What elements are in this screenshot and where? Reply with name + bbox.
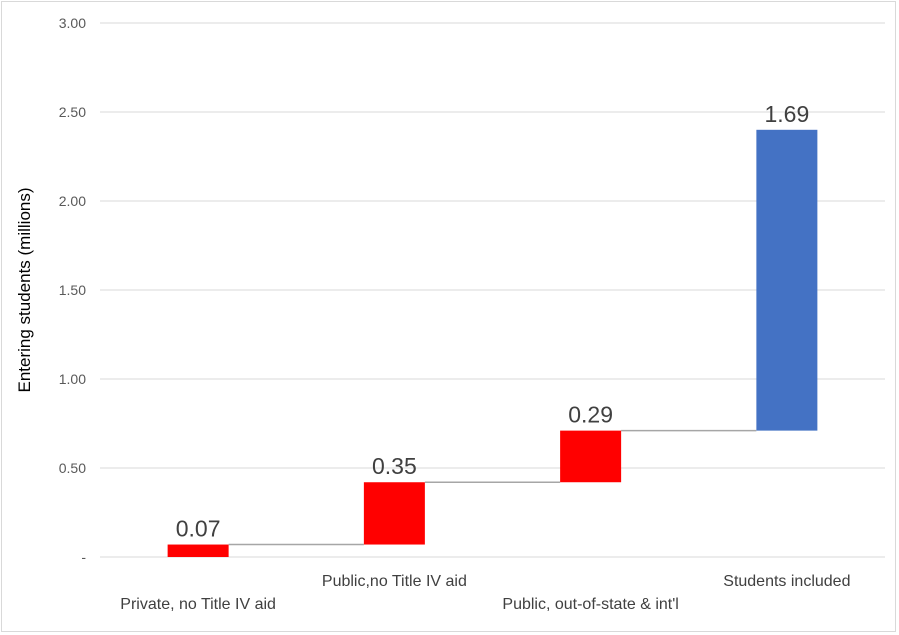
y-tick-label: -: [81, 549, 86, 565]
bar: [756, 129, 818, 431]
bar: [167, 544, 229, 557]
bar: [363, 482, 425, 545]
y-axis-ticks: - 0.50 1.00 1.50 2.00 2.50 3.00: [59, 15, 87, 565]
y-tick-label: 3.00: [59, 15, 86, 31]
y-tick-label: 1.00: [59, 371, 86, 387]
y-tick-label: 2.00: [59, 193, 86, 209]
data-label: 0.29: [568, 402, 613, 428]
data-label: 0.07: [176, 516, 221, 542]
bars: [167, 129, 818, 557]
category-label: Private, no Title IV aid: [120, 596, 276, 613]
y-tick-label: 1.50: [59, 282, 86, 298]
category-label: Public, out-of-state & int'l: [502, 596, 678, 613]
category-label: Public,no Title IV aid: [322, 573, 467, 590]
data-label: 1.69: [764, 101, 809, 127]
category-labels: Private, no Title IV aid Public,no Title …: [120, 573, 850, 613]
connector-lines: [228, 429, 757, 546]
gridlines: [100, 22, 885, 558]
y-axis-label: Entering students (millions): [15, 187, 34, 392]
y-tick-label: 0.50: [59, 460, 86, 476]
category-label: Students included: [723, 573, 850, 590]
y-tick-label: 2.50: [59, 104, 86, 120]
data-labels: 0.07 0.35 0.29 1.69: [176, 101, 810, 542]
bar: [560, 430, 622, 483]
data-label: 0.35: [372, 453, 417, 479]
